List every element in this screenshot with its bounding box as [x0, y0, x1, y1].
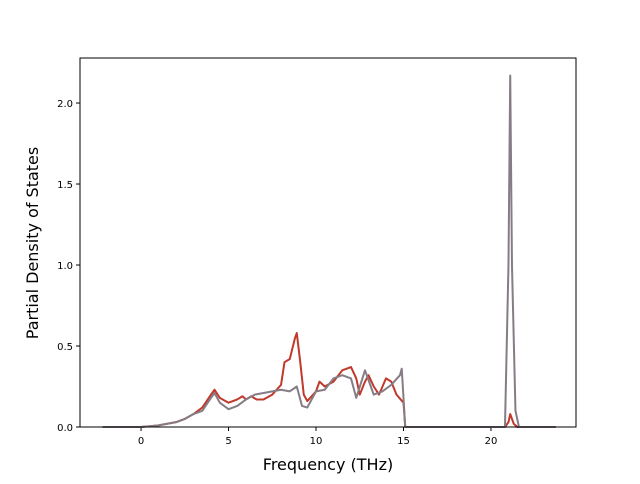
x-tick-label: 20: [485, 436, 498, 447]
x-tick-label: 5: [225, 436, 231, 447]
series-line: [102, 74, 556, 428]
x-tick-label: 0: [138, 436, 144, 447]
x-axis-label: Frequency (THz): [263, 455, 393, 474]
x-tick-label: 15: [397, 436, 410, 447]
y-tick-label: 0.5: [57, 342, 73, 353]
y-tick-label: 1.5: [57, 180, 73, 191]
y-tick-label: 2.0: [57, 99, 73, 110]
plot-frame: [79, 57, 577, 428]
series-line: [102, 332, 556, 428]
y-tick-label: 1.0: [57, 261, 73, 272]
y-axis-label: Partial Density of States: [23, 147, 42, 339]
y-tick-label: 0.0: [57, 423, 73, 434]
x-tick-label: 10: [310, 436, 323, 447]
